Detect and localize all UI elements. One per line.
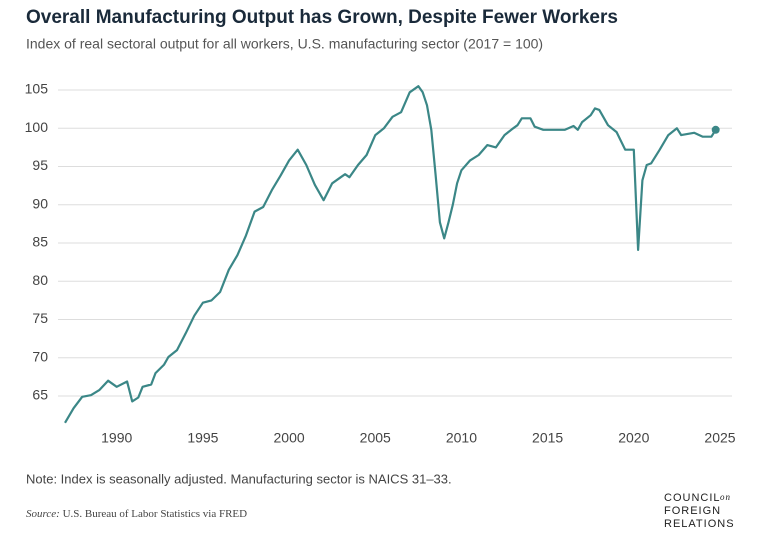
x-tick-label: 2025 — [704, 430, 735, 446]
x-tick-label: 2015 — [532, 430, 563, 446]
logo-line: RELATIONS — [664, 518, 735, 530]
note: Note: Index is seasonally adjusted. Manu… — [26, 471, 452, 486]
x-tick-label: 2000 — [274, 430, 305, 446]
y-tick-label: 85 — [32, 234, 48, 250]
logo: COUNCIL on FOREIGN RELATIONS — [664, 492, 735, 530]
x-tick-label: 2010 — [446, 430, 477, 446]
x-tick-label: 2020 — [618, 430, 649, 446]
x-tick-label: 1990 — [101, 430, 132, 446]
end-marker — [711, 125, 720, 134]
source: Source: U.S. Bureau of Labor Statistics … — [26, 508, 247, 520]
line — [64, 85, 717, 424]
x-tick-label: 1995 — [187, 430, 218, 446]
y-tick-label: 105 — [25, 81, 49, 97]
y-tick-label: 75 — [32, 310, 48, 326]
y-tick-label: 90 — [32, 195, 48, 211]
y-tick-label: 70 — [32, 348, 48, 364]
logo-line: on — [720, 492, 731, 502]
x-tick-label: 2005 — [360, 430, 391, 446]
logo-line: FOREIGN — [664, 505, 721, 517]
y-tick-label: 95 — [32, 157, 48, 173]
source-label: Source: — [26, 508, 60, 520]
y-tick-label: 100 — [25, 119, 49, 135]
y-tick-label: 65 — [32, 387, 48, 403]
logo-line: COUNCIL — [664, 492, 721, 504]
chart-title: Overall Manufacturing Output has Grown, … — [26, 7, 618, 28]
y-tick-label: 80 — [32, 272, 48, 288]
chart-subtitle: Index of real sectoral output for all wo… — [26, 36, 543, 52]
source-text: U.S. Bureau of Labor Statistics via FRED — [63, 508, 248, 520]
